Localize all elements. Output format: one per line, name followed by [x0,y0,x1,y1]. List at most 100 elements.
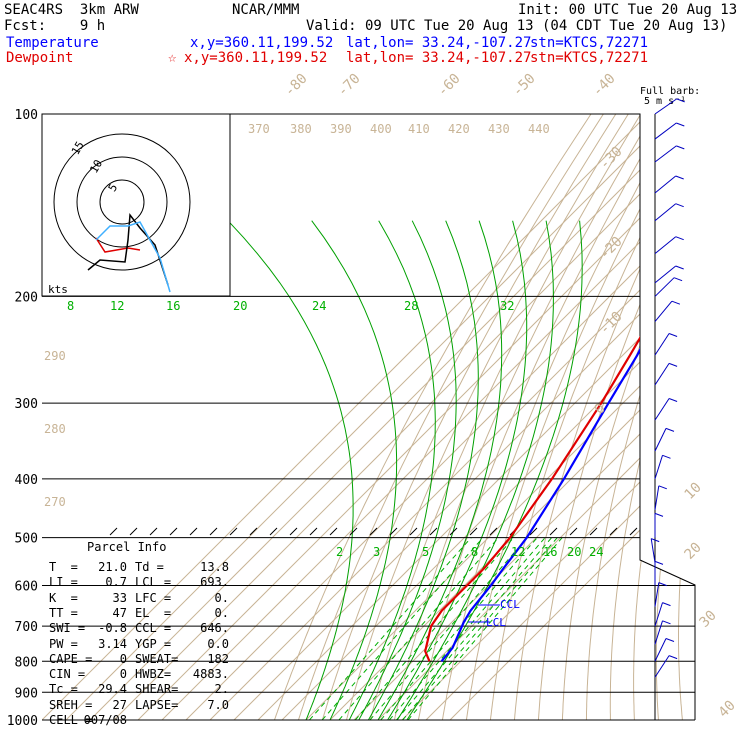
wind-barb-flag [658,485,667,490]
wind-barb [654,655,670,678]
moist-adiabat-line [367,220,479,720]
hatch-mark [169,527,178,536]
wind-barb [654,428,667,452]
hatch-mark [389,527,398,536]
isotherm-label: -60 [435,71,464,100]
pressure-tick-label: 300 [15,397,38,412]
dry-adiabat-line [513,114,695,720]
wind-barb-flag [671,300,681,305]
parcel-v1: 33 [112,590,127,605]
pressure-tick-label: 700 [15,620,38,635]
parcel-l1: CIN = [49,667,86,682]
wind-barb [654,236,677,255]
dry-adiabat-line [441,114,679,720]
parcel-v2: 0. [214,605,229,620]
isotherm-line [257,114,695,720]
parcel-v1: 27 [112,697,127,712]
mixing-ratio-label: 8 [471,545,478,559]
wind-barb [654,265,677,284]
wind-barb-flag [665,638,675,642]
parcel-v1: 0 [119,667,127,682]
parcel-v2: 646. [200,621,229,636]
wind-barb-flag [662,454,671,459]
hodograph-ring [76,156,168,248]
parcel-v1: 47 [112,605,127,620]
wind-barb [654,122,677,140]
mixing-ratio-label: 24 [312,299,326,313]
moist-adiabat-line [406,220,583,720]
hatch-mark [529,527,538,536]
wind-barb-flag [675,265,684,270]
mixing-ratio-label: 5 [422,545,429,559]
parcel-v2: 4883. [192,667,229,682]
isotherm-line [65,114,673,720]
wind-barb [654,620,663,645]
mixing-ratio-label: 16 [543,545,557,559]
isotherm-label: -70 [335,71,364,100]
init-label: Init: 00 UTC Tue 20 Aug 13 [518,2,738,18]
wind-barb-flag [675,203,684,208]
wind-barb-flag [668,655,678,660]
isotherm-line [425,114,695,720]
mixing-ratio-label: 12 [511,545,525,559]
wind-barb-flag [676,98,685,103]
isotherm-line [42,114,649,720]
mixing-ratio-label: 20 [567,545,581,559]
wind-barb [654,300,673,322]
wind-barb [654,398,670,421]
hatch-mark [549,527,558,536]
wind-barb-flag [658,582,667,587]
hatch-mark [289,527,298,536]
pressure-tick-label: 400 [15,473,38,488]
wind-barb-flag [668,398,678,402]
mixing-ratio-label: 2 [336,545,343,559]
hodograph-trace [87,212,169,286]
wind-barb [654,203,677,222]
parcel-v1: 0.7 [105,575,127,590]
dry-adiabat-line [489,114,695,720]
mixing-ratio-line [407,537,563,720]
moist-adiabat-line [377,220,503,720]
hatch-mark [409,527,418,536]
dewpoint-latlon: lat,lon= 33.24,-107.27 [346,50,532,66]
hodograph-lower-trace [95,237,141,253]
parcel-l1: Tc = [49,682,78,697]
isotherm-line [209,114,695,720]
wind-barb [650,538,656,563]
dry-adiabat-line [655,114,695,720]
dry-adiabat-line [369,114,642,720]
moist-adiabat-line [227,220,354,720]
hatch-mark [589,527,598,536]
wind-barb [654,363,670,386]
pressure-tick-label: 900 [15,686,38,701]
wind-barb [654,582,660,607]
dry-adiabat-line [273,114,592,720]
model-label: SEAC4RS 3km ARW [4,2,139,18]
barb-key-title: Full barb: [640,86,701,97]
isotherm-line [113,114,695,720]
parcel-v2: 2. [214,682,229,697]
temperature-profile [440,114,695,662]
wind-barb [654,455,663,480]
potential-temperature-label: 440 [528,122,550,136]
potential-temperature-label: 290 [44,349,66,363]
isotherm-label: -40 [590,71,619,100]
wind-barb [654,277,675,297]
wind-barb-flag [673,277,683,282]
mixing-ratio-label: 28 [404,299,418,313]
mixing-ratio-line [380,537,538,720]
wind-barb-flag [668,362,678,367]
parcel-l2: HWBZ= [135,667,172,682]
dry-adiabat-line [417,114,666,720]
parcel-v2: 693. [200,575,229,590]
wind-barb-flag [662,602,671,607]
hodograph-ring [99,179,145,225]
hatch-mark [269,527,278,536]
hatch-mark [449,527,458,536]
mixing-ratio-line [369,537,528,720]
lcl-label: LCL [486,616,506,629]
wind-barb-flag [654,560,664,565]
hodograph-ring [53,133,191,271]
